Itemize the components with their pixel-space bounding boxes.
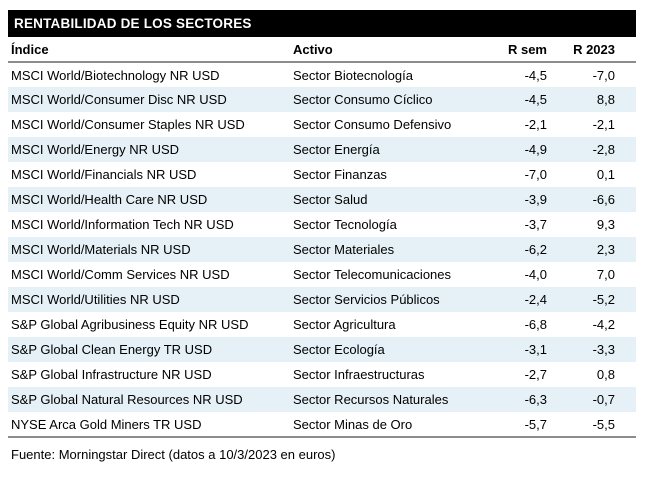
table-row: S&P Global Natural Resources NR USD Secto… [8, 387, 636, 412]
activo-cell: Sector Minas de Oro [293, 412, 485, 438]
index-cell: NYSE Arca Gold Miners TR USD [8, 412, 293, 438]
r-sem-cell: -2,4 [485, 287, 547, 312]
index-cell: S&P Global Agribusiness Equity NR USD [11, 317, 249, 332]
r-2023-cell: 7,0 [596, 267, 615, 282]
r-sem-cell: -3,7 [524, 217, 547, 232]
index-cell: MSCI World/Biotechnology NR USD [11, 67, 220, 83]
table-row: MSCI World/Consumer Staples NR USD Sector… [8, 112, 636, 137]
activo-cell: Sector Biotecnología [293, 67, 413, 83]
r-sem-cell: -4,5 [524, 67, 547, 83]
index-cell: MSCI World/Consumer Disc NR USD [8, 87, 293, 112]
index-cell: MSCI World/Materials NR USD [8, 237, 293, 262]
table-header-row: Índice Activo R sem R 2023 [8, 37, 636, 63]
r-sem-cell: -3,9 [485, 187, 547, 212]
r-2023-cell: -3,3 [547, 337, 636, 362]
table-row: S&P Global Clean Energy TR USD Sector Eco… [8, 337, 636, 362]
index-cell: MSCI World/Consumer Staples NR USD [11, 117, 245, 132]
table-row: NYSE Arca Gold Miners TR USD Sector Minas… [8, 412, 636, 438]
r-2023-cell: -6,6 [547, 187, 636, 212]
column-header-r-sem: R sem [485, 37, 547, 63]
activo-cell: Sector Consumo Cíclico [293, 87, 485, 112]
activo-cell: Sector Agricultura [293, 317, 396, 332]
r-sem-cell: -4,0 [524, 267, 547, 282]
activo-cell: Sector Infraestructuras [293, 367, 425, 382]
r-sem-cell: -7,0 [524, 167, 547, 182]
r-2023-cell: -2,1 [592, 117, 615, 132]
table-row: MSCI World/Biotechnology NR USD Sector Bi… [8, 62, 636, 87]
column-header-indice: Índice [8, 37, 293, 63]
table-row: MSCI World/Financials NR USD Sector Finan… [8, 162, 636, 187]
r-2023-cell: -5,5 [547, 412, 636, 438]
table-row: MSCI World/Information Tech NR USD Sector… [8, 212, 636, 237]
table-row: S&P Global Infrastructure NR USD Sector I… [8, 362, 636, 387]
r-2023-cell: 8,8 [547, 87, 636, 112]
table-row: S&P Global Agribusiness Equity NR USD Sec… [8, 312, 636, 337]
index-cell: S&P Global Natural Resources NR USD [8, 387, 293, 412]
index-cell: S&P Global Clean Energy TR USD [8, 337, 293, 362]
r-sem-cell: -4,9 [485, 137, 547, 162]
r-sem-cell: -6,8 [524, 317, 547, 332]
table-row: MSCI World/Comm Services NR USD Sector Te… [8, 262, 636, 287]
index-cell: MSCI World/Information Tech NR USD [11, 217, 234, 232]
r-sem-cell: -5,7 [485, 412, 547, 438]
activo-cell: Sector Consumo Defensivo [293, 117, 452, 132]
r-2023-cell: 0,8 [596, 367, 615, 382]
activo-cell: Sector Salud [293, 187, 485, 212]
table-row: MSCI World/Utilities NR USD Sector Servic… [8, 287, 636, 312]
r-2023-cell: 2,3 [547, 237, 636, 262]
r-sem-cell: -6,2 [485, 237, 547, 262]
index-cell: MSCI World/Comm Services NR USD [11, 267, 230, 282]
activo-cell: Sector Energía [293, 137, 485, 162]
r-2023-cell: -5,2 [547, 287, 636, 312]
index-cell: MSCI World/Utilities NR USD [8, 287, 293, 312]
table-row: MSCI World/Consumer Disc NR USD Sector Co… [8, 87, 636, 112]
index-cell: MSCI World/Financials NR USD [11, 167, 197, 182]
r-2023-cell: -2,8 [547, 137, 636, 162]
table-row: MSCI World/Energy NR USD Sector Energía -4… [8, 137, 636, 162]
r-sem-cell: -2,7 [524, 367, 547, 382]
r-sem-cell: -3,1 [485, 337, 547, 362]
sector-returns-table: Índice Activo R sem R 2023 MSCI World/Bi… [8, 37, 636, 438]
r-2023-cell: -0,7 [547, 387, 636, 412]
table-body: MSCI World/Biotechnology NR USD Sector Bi… [8, 62, 636, 438]
r-2023-cell: 9,3 [596, 217, 615, 232]
activo-cell: Sector Materiales [293, 237, 485, 262]
r-2023-cell: 0,1 [596, 167, 615, 182]
sector-returns-report: RENTABILIDAD DE LOS SECTORES Índice Acti… [8, 10, 636, 462]
r-sem-cell: -4,5 [485, 87, 547, 112]
index-cell: MSCI World/Energy NR USD [8, 137, 293, 162]
page-title: RENTABILIDAD DE LOS SECTORES [8, 10, 636, 37]
column-header-r-2023: R 2023 [547, 37, 636, 63]
table-row: MSCI World/Materials NR USD Sector Materi… [8, 237, 636, 262]
r-2023-cell: -7,0 [592, 67, 615, 83]
activo-cell: Sector Servicios Públicos [293, 287, 485, 312]
source-note: Fuente: Morningstar Direct (datos a 10/3… [11, 447, 336, 462]
activo-cell: Sector Tecnología [293, 217, 397, 232]
activo-cell: Sector Telecomunicaciones [293, 267, 452, 282]
activo-cell: Sector Finanzas [293, 167, 387, 182]
table-row: MSCI World/Health Care NR USD Sector Salu… [8, 187, 636, 212]
r-sem-cell: -2,1 [524, 117, 547, 132]
index-cell: MSCI World/Health Care NR USD [8, 187, 293, 212]
index-cell: S&P Global Infrastructure NR USD [11, 367, 212, 382]
activo-cell: Sector Ecología [293, 337, 485, 362]
activo-cell: Sector Recursos Naturales [293, 387, 485, 412]
column-header-activo: Activo [293, 37, 485, 63]
r-2023-cell: -4,2 [592, 317, 615, 332]
r-sem-cell: -6,3 [485, 387, 547, 412]
